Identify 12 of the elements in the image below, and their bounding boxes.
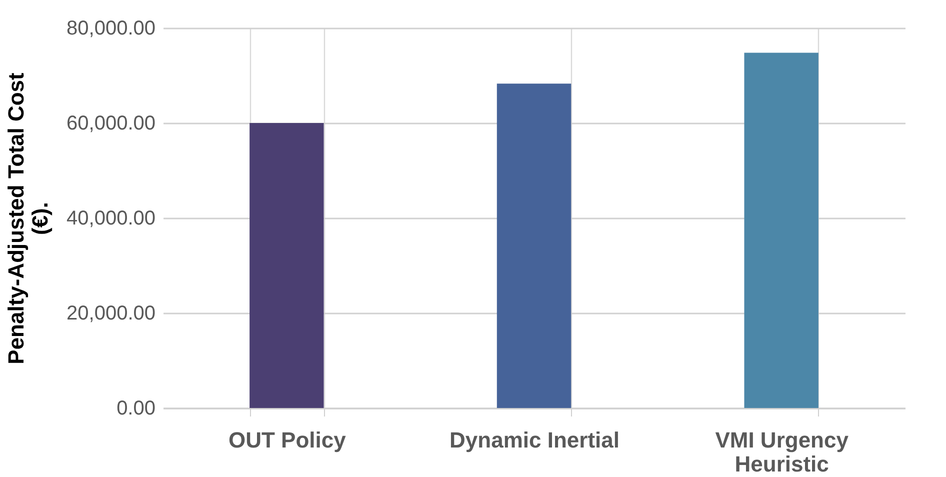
y-tick-label: 60,000.00 — [66, 112, 156, 134]
y-axis-title: Penalty-Adjusted Total Cost (€). — [4, 72, 53, 364]
y-tick-label: 80,000.00 — [66, 18, 156, 40]
y-tick-label: 0.00 — [116, 398, 156, 420]
x-tick-label: VMI Urgency Heuristic — [715, 428, 850, 476]
bar — [744, 52, 818, 408]
y-tick-label: 40,000.00 — [66, 208, 156, 230]
bar — [496, 84, 572, 408]
bar — [250, 123, 324, 408]
x-tick-label: Dynamic Inertial — [450, 428, 620, 452]
y-tick-label: 20,000.00 — [66, 302, 156, 324]
x-tick-label: OUT Policy — [228, 428, 347, 452]
